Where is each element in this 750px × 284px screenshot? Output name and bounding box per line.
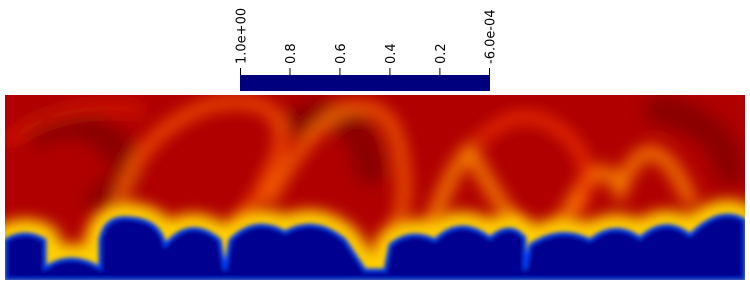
tick-label: 0.2	[434, 43, 449, 64]
tick-label: 0.4	[384, 43, 399, 64]
field	[5, 95, 745, 280]
tick-label: 0.8	[284, 43, 299, 64]
tick-label: 1.0e+00	[235, 8, 250, 64]
colorbar	[240, 75, 490, 91]
tick-label: 0.6	[334, 43, 349, 64]
tick-label: -6.0e-04	[484, 9, 499, 64]
colorbar-ticks: 1.0e+00 0.8 0.6 0.4 0.2 -6.0e-04	[235, 8, 499, 75]
